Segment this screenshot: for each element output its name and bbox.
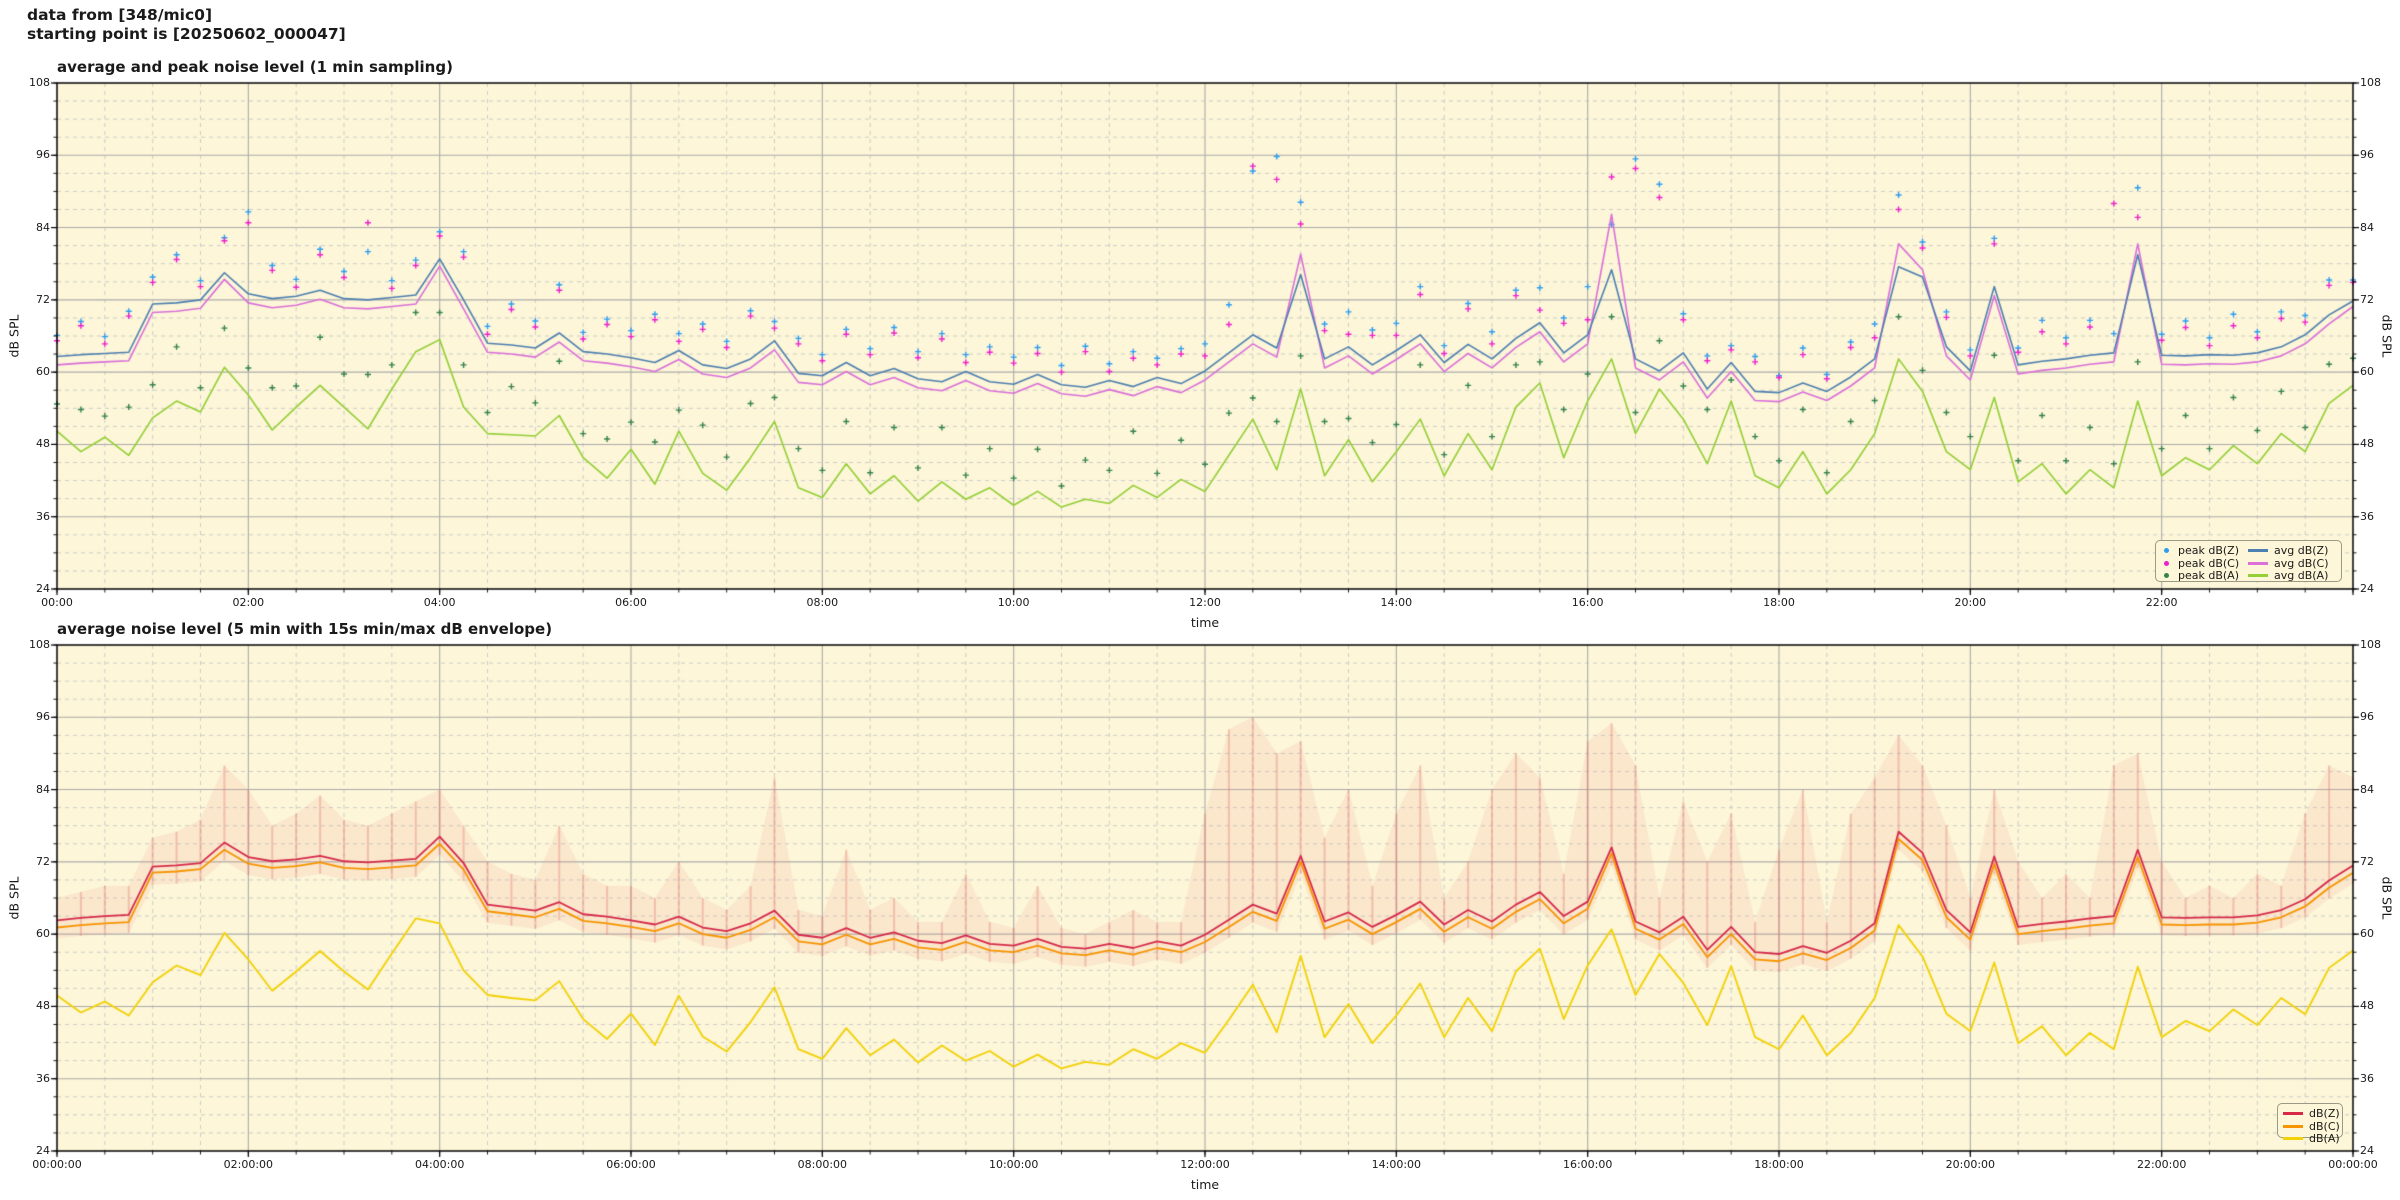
y-tick-label: 24 [2360, 582, 2374, 595]
legend-marker-line [2248, 549, 2268, 552]
legend-marker-dot [2164, 548, 2169, 553]
y-tick-label: 36 [36, 1071, 50, 1085]
y-tick-label: 96 [2360, 148, 2374, 162]
x-tick-label: 08:00 [806, 596, 839, 609]
x-tick-label: 20:00 [1954, 596, 1987, 609]
legend-label: avg dB(Z) [2274, 544, 2329, 557]
chart2-ylabel-right: dB SPL [2379, 876, 2395, 920]
y-tick-label: 60 [2360, 365, 2374, 379]
legend-entry: dB(Z) [2283, 1107, 2340, 1120]
y-tick-label: 84 [36, 782, 50, 796]
legend-label: dB(A) [2309, 1132, 2340, 1145]
legend-entry: peak dB(Z) [2164, 544, 2239, 557]
header-source: data from [348/mic0] [27, 6, 213, 24]
legend-marker-dot [2164, 573, 2169, 578]
y-tick-label: 72 [36, 292, 50, 306]
x-tick-label: 16:00 [1571, 596, 1604, 609]
legend-entry: peak dB(C) [2164, 557, 2239, 570]
y-tick-label: 108 [29, 638, 50, 651]
y-tick-label: 60 [36, 927, 50, 941]
x-tick-label: 06:00:00 [606, 1158, 656, 1171]
y-tick-label: 48 [36, 999, 50, 1013]
y-tick-label: 96 [2360, 710, 2374, 724]
chart1-title: average and peak noise level (1 min samp… [57, 58, 453, 76]
y-tick-label: 36 [36, 509, 50, 523]
x-tick-label: 22:00 [2145, 596, 2178, 609]
legend-label: peak dB(C) [2178, 556, 2240, 570]
legend-entry: avg dB(Z) [2248, 544, 2328, 557]
legend-marker-dot [2164, 560, 2169, 566]
x-tick-label: 12:00 [1189, 596, 1221, 609]
y-tick-label: 96 [36, 148, 50, 162]
y-tick-label: 84 [2360, 220, 2374, 234]
legend-label: dB(Z) [2309, 1107, 2340, 1120]
x-tick-label: 10:00 [997, 596, 1030, 609]
y-tick-label: 72 [2360, 854, 2374, 868]
chart1-ylabel-left: dB SPL [6, 314, 22, 358]
x-tick-label: 00:00:00 [2328, 1158, 2378, 1171]
legend-entry: avg dB(A) [2248, 569, 2328, 582]
chart1-plot-area [47, 73, 2363, 599]
x-tick-label: 10:00:00 [988, 1158, 1039, 1171]
legend-label: peak dB(A) [2178, 569, 2239, 582]
header-start-point: starting point is [20250602_000047] [27, 25, 346, 43]
x-tick-label: 04:00:00 [414, 1158, 465, 1171]
y-tick-label: 72 [36, 854, 50, 868]
y-tick-label: 36 [2360, 509, 2374, 523]
y-tick-label: 24 [36, 582, 50, 595]
legend-entry: avg dB(C) [2248, 557, 2329, 570]
y-tick-label: 108 [2360, 638, 2381, 651]
chart2-ylabel-left: dB SPL [6, 876, 22, 920]
y-tick-label: 36 [2360, 1071, 2374, 1085]
chart1-ylabel-right: dB SPL [2379, 314, 2395, 358]
y-tick-label: 24 [2360, 1144, 2374, 1157]
x-tick-label: 20:00:00 [1945, 1158, 1996, 1171]
legend-entry: dB(C) [2283, 1120, 2340, 1133]
legend-entry: peak dB(A) [2164, 569, 2239, 582]
y-tick-label: 108 [29, 76, 50, 89]
x-tick-label: 06:00 [615, 596, 647, 609]
y-tick-label: 84 [2360, 782, 2374, 796]
chart2-plot-area [47, 635, 2363, 1161]
x-tick-label: 18:00:00 [1754, 1158, 1804, 1171]
x-tick-label: 02:00:00 [223, 1158, 274, 1171]
legend-label: avg dB(C) [2274, 556, 2329, 570]
x-tick-label: 16:00:00 [1562, 1158, 1613, 1171]
chart2-title: average noise level (5 min with 15s min/… [57, 620, 553, 638]
y-tick-label: 72 [2360, 292, 2374, 306]
legend-marker-line [2248, 574, 2268, 577]
x-tick-label: 12:00:00 [1180, 1158, 1230, 1171]
chart2-legend: dB(Z) dB(C) dB(A) [2277, 1103, 2343, 1145]
y-tick-label: 96 [36, 710, 50, 724]
x-tick-label: 14:00 [1380, 596, 1413, 609]
y-tick-label: 48 [36, 437, 50, 451]
chart2-xlabel: time [1190, 1177, 1220, 1192]
legend-entry: dB(A) [2283, 1132, 2340, 1145]
legend-marker-line [2283, 1112, 2303, 1115]
x-tick-label: 22:00:00 [2136, 1158, 2187, 1171]
chart1-legend: peak dB(Z) peak dB(C) peak dB(A) avg dB(Z) a… [2155, 540, 2342, 582]
x-tick-label: 18:00 [1763, 596, 1795, 609]
y-tick-label: 84 [36, 220, 50, 234]
x-tick-label: 02:00 [232, 596, 265, 609]
x-tick-label: 14:00:00 [1371, 1158, 1422, 1171]
legend-label: avg dB(A) [2274, 569, 2329, 582]
x-tick-label: 08:00:00 [797, 1158, 848, 1171]
x-tick-label: 00:00:00 [32, 1158, 82, 1171]
y-tick-label: 60 [2360, 927, 2374, 941]
legend-label: peak dB(Z) [2178, 544, 2240, 557]
x-tick-label: 00:00 [41, 596, 73, 609]
legend-marker-line [2283, 1137, 2303, 1140]
y-tick-label: 108 [2360, 76, 2381, 89]
chart1-xlabel: time [1190, 615, 1220, 630]
legend-marker-line [2248, 561, 2268, 565]
y-tick-label: 24 [36, 1144, 50, 1157]
legend-label: dB(C) [2309, 1119, 2340, 1133]
y-tick-label: 60 [36, 365, 50, 379]
y-tick-label: 48 [2360, 437, 2374, 451]
legend-marker-line [2283, 1124, 2303, 1128]
y-tick-label: 48 [2360, 999, 2374, 1013]
x-tick-label: 04:00 [423, 596, 456, 609]
